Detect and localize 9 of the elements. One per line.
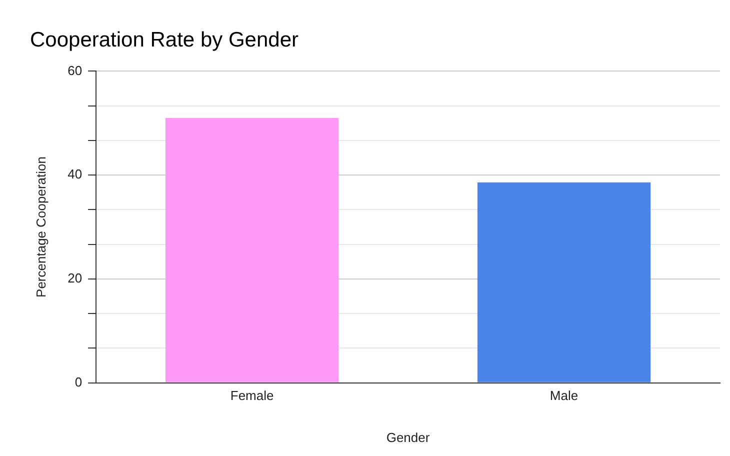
x-tick-label: Male <box>550 388 578 404</box>
y-tick-label: 60 <box>68 62 82 78</box>
y-axis-title: Percentage Cooperation <box>33 156 48 298</box>
chart-title: Cooperation Rate by Gender <box>30 28 299 52</box>
y-tick-label: 20 <box>68 270 82 286</box>
y-tick-label: 40 <box>68 166 82 182</box>
y-tick-label: 0 <box>74 374 82 390</box>
x-axis-title: Gender <box>386 430 430 445</box>
x-tick-label: Female <box>230 388 274 404</box>
